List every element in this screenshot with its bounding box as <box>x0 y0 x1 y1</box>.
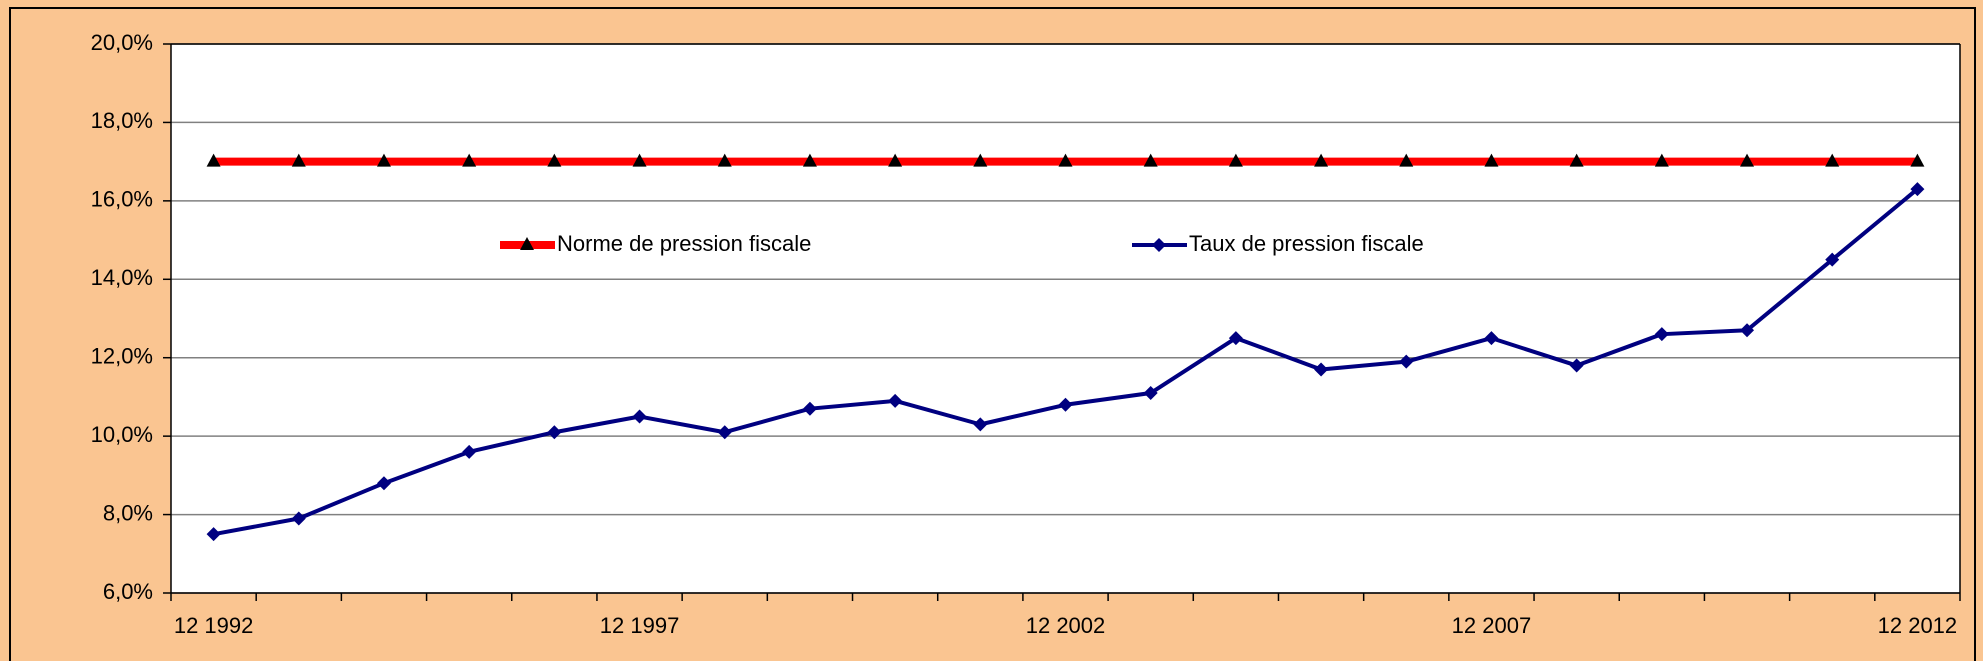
marker <box>547 153 562 167</box>
marker <box>1228 331 1243 346</box>
marker <box>973 153 988 167</box>
marker <box>1314 153 1329 167</box>
marker <box>1740 153 1755 167</box>
marker <box>462 444 477 459</box>
marker <box>1058 153 1073 167</box>
marker <box>462 153 477 167</box>
marker <box>1654 153 1669 167</box>
marker <box>1152 238 1166 252</box>
x-tick-label: 12 1992 <box>174 613 254 638</box>
legend-label: Taux de pression fiscale <box>1189 231 1424 256</box>
marker <box>632 153 647 167</box>
x-tick-label: 12 2012 <box>1878 613 1958 638</box>
marker <box>1314 362 1329 377</box>
x-tick-label: 12 2002 <box>1026 613 1106 638</box>
grid <box>163 43 1961 601</box>
marker <box>206 527 221 542</box>
marker <box>291 511 306 526</box>
marker <box>1484 153 1499 167</box>
marker <box>802 153 817 167</box>
y-tick-label: 6,0% <box>103 579 153 604</box>
marker <box>632 409 647 424</box>
plot-area <box>171 44 1960 593</box>
y-tick-label: 12,0% <box>91 344 153 369</box>
marker <box>1825 252 1840 267</box>
marks <box>206 153 1925 542</box>
legend-label: Norme de pression fiscale <box>557 231 811 256</box>
y-tick-label: 10,0% <box>91 422 153 447</box>
marker <box>547 425 562 440</box>
marker <box>1569 153 1584 167</box>
marker <box>1228 153 1243 167</box>
marker <box>1825 153 1840 167</box>
marker <box>1143 386 1158 401</box>
marker <box>291 153 306 167</box>
x-tick-label: 12 1997 <box>600 613 680 638</box>
marker <box>520 237 534 250</box>
marker <box>376 476 391 491</box>
y-tick-label: 14,0% <box>91 265 153 290</box>
marker <box>802 401 817 416</box>
marker <box>1910 153 1925 167</box>
marker <box>1569 358 1584 373</box>
marker <box>376 153 391 167</box>
marker <box>1484 331 1499 346</box>
x-tick-label: 12 2007 <box>1452 613 1532 638</box>
marker <box>717 153 732 167</box>
marker <box>973 417 988 432</box>
y-tick-label: 18,0% <box>91 108 153 133</box>
marker <box>717 425 732 440</box>
y-tick-label: 20,0% <box>91 30 153 55</box>
marker <box>1740 323 1755 338</box>
marker <box>888 393 903 408</box>
marker <box>1058 397 1073 412</box>
y-tick-label: 16,0% <box>91 187 153 212</box>
marker <box>206 153 221 167</box>
marker <box>1399 153 1414 167</box>
marker <box>1143 153 1158 167</box>
marker <box>888 153 903 167</box>
y-tick-label: 8,0% <box>103 500 153 525</box>
marker <box>1654 327 1669 342</box>
marker <box>1910 182 1925 197</box>
marker <box>1399 354 1414 369</box>
